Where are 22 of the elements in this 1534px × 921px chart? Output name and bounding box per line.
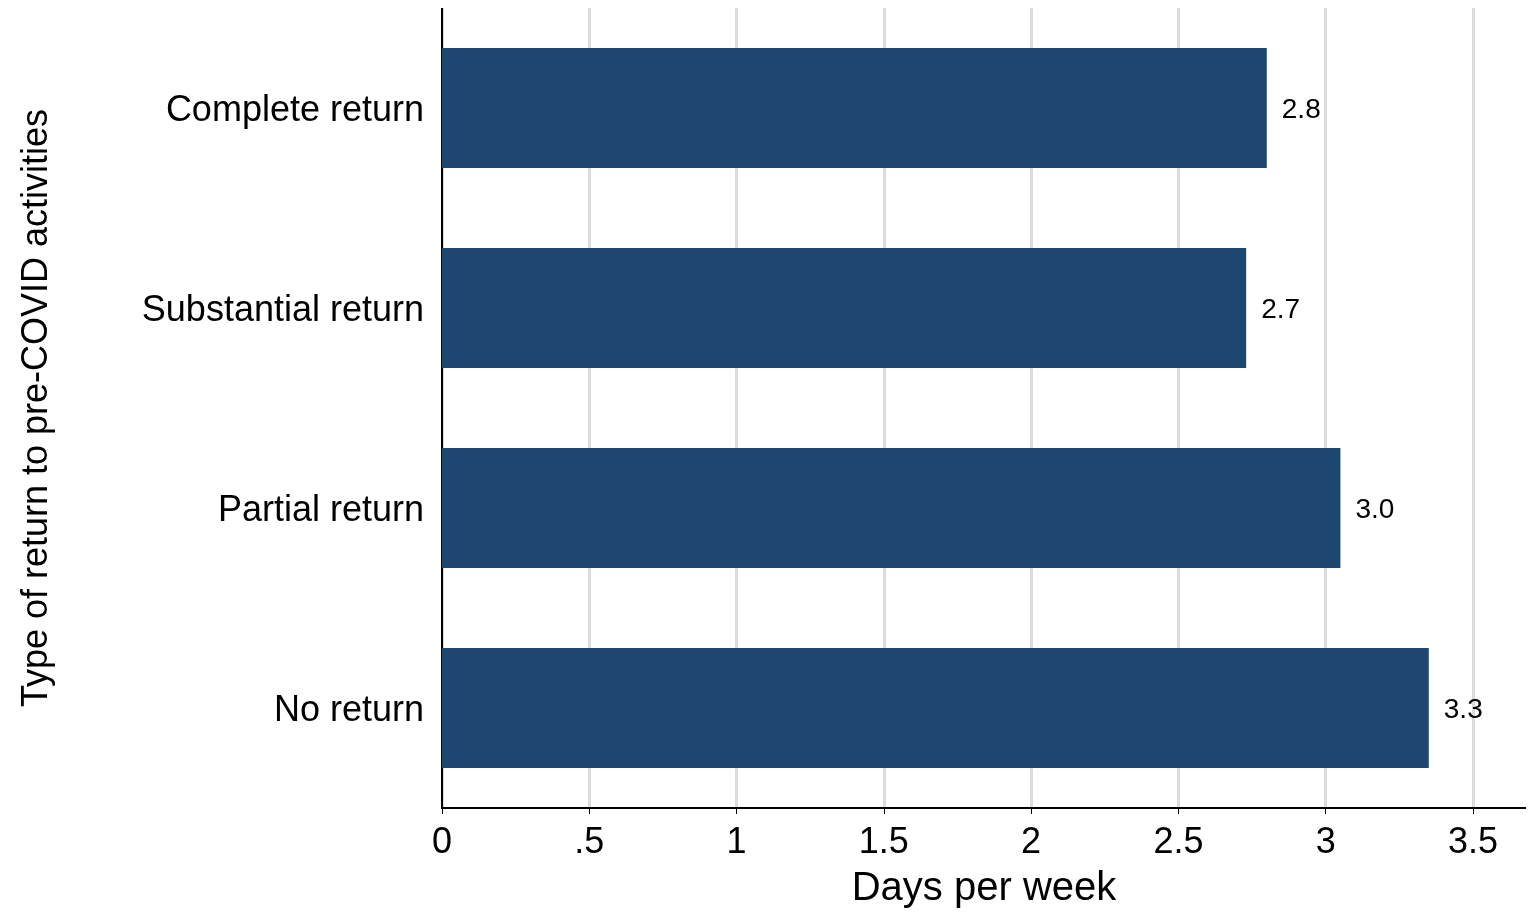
- bar: [442, 648, 1429, 768]
- data-label: 2.8: [1281, 92, 1321, 124]
- bar: [442, 448, 1341, 568]
- bar: [442, 48, 1267, 168]
- y-tick-label: Partial return: [217, 487, 424, 529]
- y-tick-label: No return: [273, 687, 424, 729]
- x-tick-label: .5: [574, 819, 605, 861]
- data-label: 3.3: [1443, 692, 1483, 724]
- x-tick-label: 3: [1315, 819, 1336, 861]
- bar: [442, 248, 1247, 368]
- data-label: 2.7: [1261, 292, 1301, 324]
- x-tick-label: 0: [431, 819, 453, 861]
- y-tick-label: Complete return: [165, 87, 424, 129]
- y-axis-title: Type of return to pre-COVID activities: [13, 108, 55, 708]
- x-tick-label: 1.5: [858, 819, 909, 861]
- y-tick-label: Substantial return: [141, 287, 424, 329]
- x-tick-label: 3.5: [1447, 819, 1498, 861]
- x-axis-title: Days per week: [851, 864, 1118, 908]
- x-tick-label: 2: [1021, 819, 1042, 861]
- x-tick-label: 1: [726, 819, 747, 861]
- data-label: 3.0: [1355, 492, 1395, 524]
- x-tick-label: 2.5: [1153, 819, 1204, 861]
